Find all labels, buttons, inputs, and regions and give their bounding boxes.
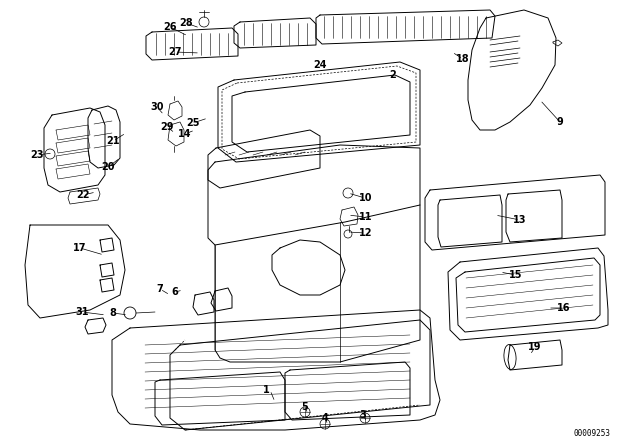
Text: 24: 24: [313, 60, 327, 70]
Text: 11: 11: [359, 212, 372, 222]
Text: 7: 7: [157, 284, 163, 294]
Text: 5: 5: [301, 402, 308, 412]
Text: 14: 14: [179, 129, 192, 139]
Text: 16: 16: [557, 303, 571, 313]
Text: 18: 18: [456, 54, 470, 64]
Text: 29: 29: [160, 122, 173, 132]
Text: 4: 4: [322, 413, 328, 423]
Text: 27: 27: [168, 47, 182, 57]
Text: 15: 15: [509, 270, 523, 280]
Text: 22: 22: [76, 190, 90, 200]
Text: 31: 31: [76, 307, 89, 317]
Text: 1: 1: [262, 385, 269, 395]
Text: 8: 8: [109, 308, 116, 318]
Text: 21: 21: [106, 136, 120, 146]
Text: 17: 17: [73, 243, 87, 253]
Text: 6: 6: [172, 287, 179, 297]
Text: 12: 12: [359, 228, 372, 238]
Text: 19: 19: [528, 342, 541, 352]
Text: 28: 28: [179, 18, 193, 28]
Text: 23: 23: [30, 150, 44, 160]
Text: 26: 26: [163, 22, 177, 32]
Text: 00009253: 00009253: [573, 429, 610, 438]
Text: 2: 2: [390, 70, 396, 80]
Text: 20: 20: [101, 162, 115, 172]
Text: 13: 13: [513, 215, 527, 225]
Text: 25: 25: [186, 118, 200, 128]
Text: 10: 10: [359, 193, 372, 203]
Text: 3: 3: [360, 410, 366, 420]
Text: 9: 9: [557, 117, 563, 127]
Text: 30: 30: [150, 102, 164, 112]
